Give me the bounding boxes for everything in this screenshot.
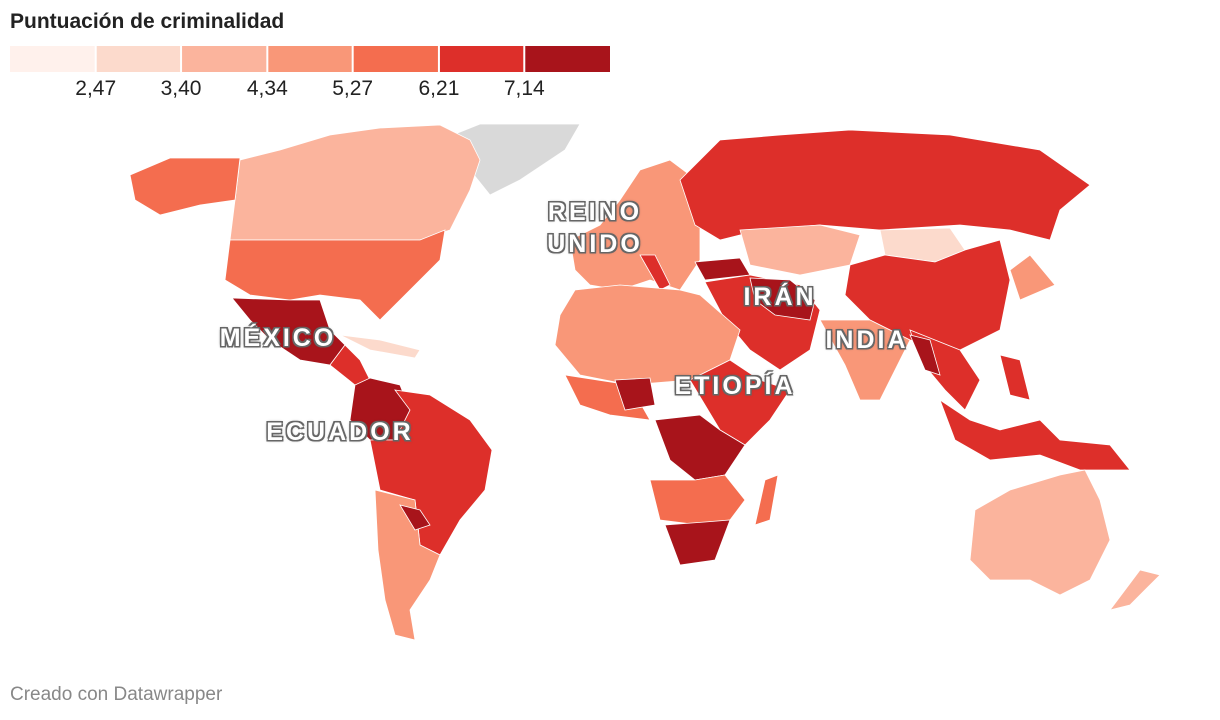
china	[844, 239, 1011, 351]
legend-swatch	[524, 46, 610, 72]
caribbean	[339, 334, 421, 359]
country-label: MÉXICO	[219, 324, 337, 352]
canada	[229, 124, 481, 241]
legend-tick-label: 4,34	[247, 77, 288, 100]
italy	[639, 254, 671, 291]
country-label: ECUADOR	[266, 418, 414, 446]
legend-swatch	[352, 46, 439, 72]
usa	[224, 229, 446, 321]
legend-swatch	[438, 46, 525, 72]
indonesia	[939, 398, 1131, 471]
philippines	[999, 354, 1031, 401]
madagascar	[754, 474, 779, 526]
legend-tick-label: 5,27	[332, 77, 373, 100]
legend: 2,47 3,40 4,34 5,27 6,21 7,14	[10, 46, 610, 100]
alaska	[129, 157, 241, 216]
country-label: REINO UNIDO	[547, 198, 643, 258]
legend-swatch	[10, 46, 96, 72]
kazakhstan	[739, 224, 861, 276]
legend-swatch	[95, 46, 182, 72]
legend-tick-label: 3,40	[161, 77, 202, 100]
central-africa	[654, 414, 746, 481]
japan-korea	[1009, 254, 1056, 301]
central-america	[329, 344, 371, 386]
legend-tick-label: 7,14	[504, 77, 545, 100]
europe	[569, 159, 701, 291]
myanmar	[909, 334, 941, 376]
title: Puntuación de criminalidad	[10, 10, 285, 33]
south-cone	[374, 489, 441, 641]
australia	[969, 469, 1111, 596]
russia	[679, 129, 1091, 241]
iran	[749, 277, 816, 321]
legend-swatch	[267, 46, 353, 72]
nigeria	[614, 377, 656, 411]
new-zealand	[1109, 569, 1161, 611]
legend-tick-label: 6,21	[419, 77, 460, 100]
south-africa	[664, 519, 731, 566]
country-label: INDIA	[825, 326, 909, 354]
footer: Creado con Datawrapper	[10, 684, 223, 705]
india	[819, 319, 911, 401]
country-label: ETIOPÍA	[674, 372, 796, 400]
paraguay	[399, 504, 431, 531]
legend-swatch	[181, 46, 268, 72]
southern-africa	[649, 474, 746, 526]
legend-tick-label: 2,47	[75, 77, 116, 100]
country-label: IRÁN	[743, 283, 817, 311]
